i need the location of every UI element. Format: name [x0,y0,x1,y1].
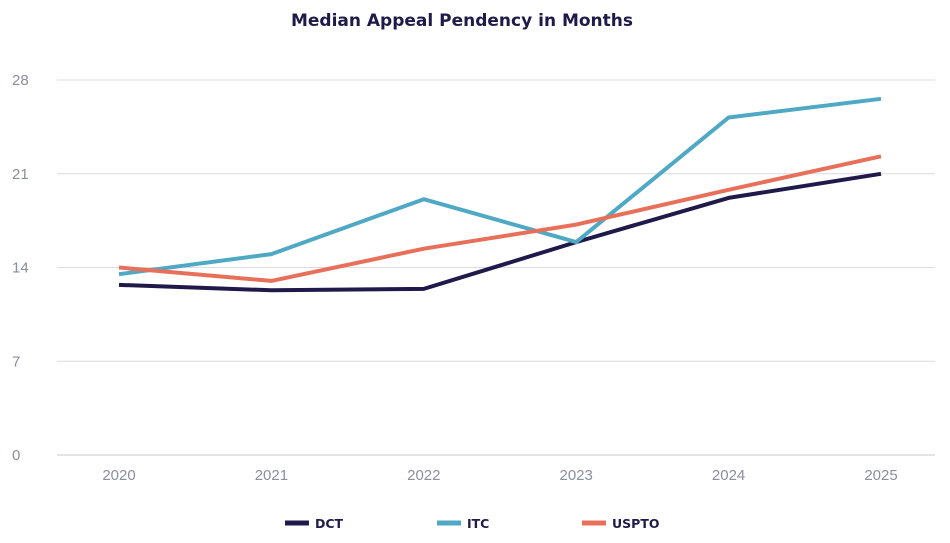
x-tick-label: 2021 [255,467,288,484]
series-lines [118,96,882,293]
y-tick-label: 14 [12,260,29,277]
y-axis-ticks: 0 7 14 21 28 [12,72,29,464]
x-tick-label: 2022 [407,467,440,484]
series-line-itc [118,96,882,277]
legend-label: USPTO [612,516,659,531]
x-tick-label: 2024 [712,467,745,484]
legend-label: DCT [315,516,344,531]
series-line-dct [118,171,882,293]
x-axis-ticks: 2020 2021 2022 2023 2024 2025 [102,467,897,484]
legend-label: ITC [467,516,489,531]
legend-item-uspto: USPTO [582,516,659,531]
y-tick-label: 0 [12,447,20,464]
y-tick-label: 28 [12,72,29,89]
x-tick-label: 2023 [560,467,593,484]
chart-title: Median Appeal Pendency in Months [291,11,633,31]
x-tick-label: 2020 [102,467,135,484]
y-tick-label: 7 [12,353,20,370]
legend-item-dct: DCT [285,516,344,531]
y-tick-label: 21 [12,166,29,183]
x-tick-label: 2025 [864,467,897,484]
series-line-uspto [118,154,882,283]
legend: DCT ITC USPTO [285,516,659,531]
legend-item-itc: ITC [437,516,489,531]
